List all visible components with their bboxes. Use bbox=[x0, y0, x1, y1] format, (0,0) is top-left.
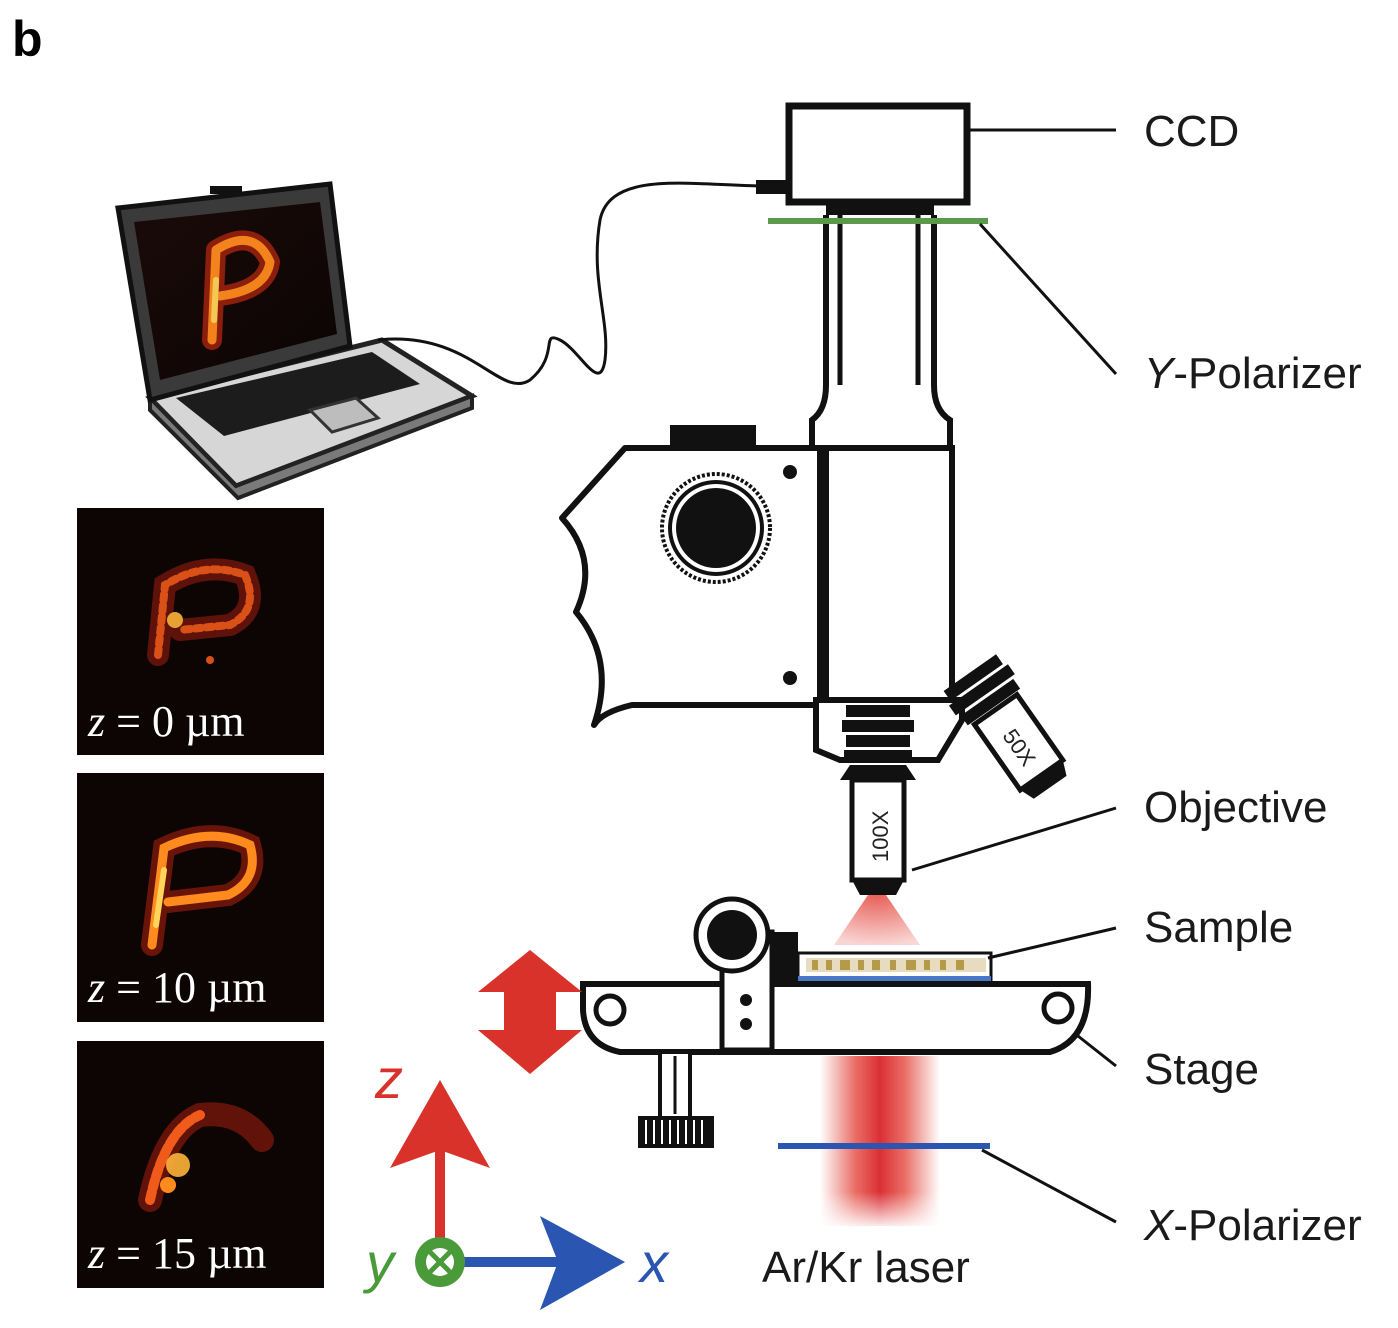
objective-100x: 100X bbox=[840, 705, 916, 895]
laser-focus bbox=[834, 895, 920, 945]
objective-mark-main: 100X bbox=[868, 810, 893, 862]
z-image-1: z = 10 µm bbox=[77, 773, 324, 1022]
svg-text:z = 15 µm: z = 15 µm bbox=[87, 1229, 267, 1278]
objective-50x: 50X bbox=[943, 654, 1067, 799]
label-y-polarizer: Y-Polarizer bbox=[1144, 349, 1362, 398]
sample bbox=[796, 951, 993, 983]
double-arrow-icon bbox=[478, 950, 582, 1074]
z-label-var: z bbox=[87, 1229, 105, 1278]
label-objective: Objective bbox=[1144, 783, 1327, 832]
stage bbox=[580, 896, 1092, 1148]
svg-text:z = 0 µm: z = 0 µm bbox=[87, 697, 245, 746]
leader-lines bbox=[911, 128, 1118, 1224]
label-sample: Sample bbox=[1144, 903, 1293, 952]
ccd-camera-icon bbox=[785, 102, 971, 215]
axis-label-z: z bbox=[374, 1047, 403, 1110]
panel-letter: b bbox=[12, 11, 43, 67]
laptop-icon bbox=[115, 181, 478, 501]
z-label-var: z bbox=[87, 697, 105, 746]
z-label-value: = 15 µm bbox=[105, 1229, 266, 1278]
laser-beam bbox=[820, 1056, 940, 1226]
label-stage: Stage bbox=[1144, 1045, 1259, 1094]
usb-cable bbox=[377, 181, 761, 386]
focus-knob-icon bbox=[660, 472, 772, 584]
z-label-value: = 0 µm bbox=[105, 697, 244, 746]
z-image-0: z = 0 µm bbox=[77, 508, 324, 755]
axis-triad-icon bbox=[390, 1080, 625, 1310]
label-laser: Ar/Kr laser bbox=[762, 1243, 970, 1292]
axis-label-x: x bbox=[637, 1231, 670, 1294]
z-image-2: z = 15 µm bbox=[77, 1041, 324, 1288]
svg-text:z = 10 µm: z = 10 µm bbox=[87, 963, 267, 1012]
axis-label-y: y bbox=[362, 1231, 397, 1294]
label-ccd: CCD bbox=[1144, 107, 1239, 156]
z-label-value: = 10 µm bbox=[105, 963, 266, 1012]
microscope-icon: 100X 50X bbox=[559, 102, 1067, 895]
label-x-polarizer: X-Polarizer bbox=[1143, 1201, 1362, 1250]
z-label-var: z bbox=[87, 963, 105, 1012]
